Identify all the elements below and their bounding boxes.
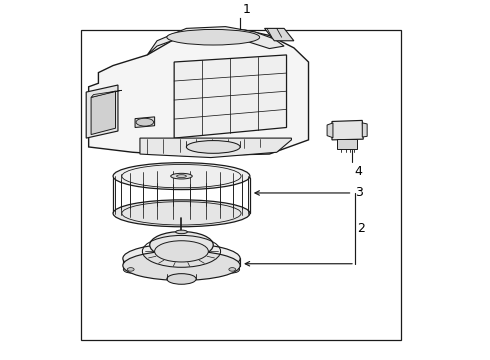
Polygon shape bbox=[362, 123, 367, 137]
Polygon shape bbox=[91, 91, 116, 135]
Ellipse shape bbox=[167, 30, 260, 45]
Polygon shape bbox=[332, 120, 363, 140]
Ellipse shape bbox=[127, 267, 134, 271]
Ellipse shape bbox=[175, 230, 187, 234]
Ellipse shape bbox=[113, 163, 250, 190]
Ellipse shape bbox=[171, 173, 192, 179]
Ellipse shape bbox=[178, 246, 185, 249]
Ellipse shape bbox=[150, 231, 213, 258]
Ellipse shape bbox=[123, 244, 240, 273]
Text: 4: 4 bbox=[354, 165, 362, 178]
Text: 2: 2 bbox=[357, 222, 365, 235]
Ellipse shape bbox=[123, 266, 138, 273]
Polygon shape bbox=[135, 117, 155, 127]
Polygon shape bbox=[327, 123, 333, 138]
Ellipse shape bbox=[186, 140, 240, 153]
Polygon shape bbox=[91, 90, 122, 98]
Ellipse shape bbox=[113, 200, 250, 227]
Polygon shape bbox=[147, 27, 284, 55]
Ellipse shape bbox=[176, 175, 186, 177]
Polygon shape bbox=[140, 138, 292, 158]
Ellipse shape bbox=[174, 244, 189, 251]
Ellipse shape bbox=[123, 251, 240, 280]
Polygon shape bbox=[89, 28, 309, 156]
Bar bbox=[81, 30, 401, 340]
Ellipse shape bbox=[225, 266, 240, 273]
Polygon shape bbox=[337, 139, 357, 149]
Polygon shape bbox=[174, 55, 287, 138]
Polygon shape bbox=[265, 28, 294, 41]
Ellipse shape bbox=[136, 118, 154, 126]
Ellipse shape bbox=[155, 241, 208, 262]
Ellipse shape bbox=[229, 267, 236, 271]
Text: 1: 1 bbox=[243, 3, 250, 16]
Text: 3: 3 bbox=[355, 186, 363, 199]
Ellipse shape bbox=[167, 274, 196, 284]
Polygon shape bbox=[86, 85, 118, 138]
